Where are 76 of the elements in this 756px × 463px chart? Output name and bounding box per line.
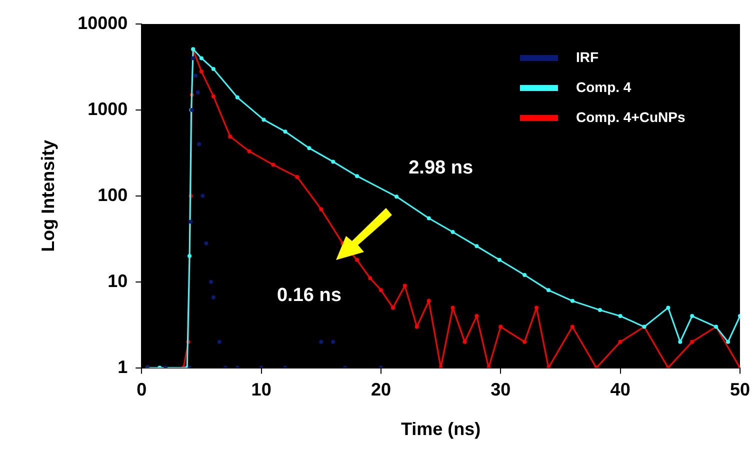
point — [534, 306, 539, 310]
point — [690, 314, 694, 318]
point — [355, 258, 360, 262]
point — [217, 340, 222, 344]
point — [211, 295, 216, 300]
point — [319, 340, 324, 344]
point — [570, 298, 574, 303]
point — [211, 94, 216, 98]
x-tick-label: 0 — [136, 380, 147, 400]
point — [598, 308, 602, 312]
point — [283, 130, 288, 134]
point — [690, 340, 694, 344]
point — [200, 194, 205, 198]
point — [319, 207, 324, 212]
y-tick-label: 100 — [98, 184, 128, 205]
point — [426, 216, 431, 220]
x-tick-label: 50 — [730, 380, 750, 400]
x-tick-label: 30 — [490, 380, 511, 400]
point — [197, 142, 202, 146]
point — [726, 340, 730, 344]
point — [271, 162, 276, 167]
point — [678, 340, 682, 344]
point — [414, 324, 419, 329]
y-tick-label: 10000 — [78, 12, 128, 33]
point — [262, 118, 266, 122]
point — [228, 134, 232, 139]
annotation: 0.16 ns — [276, 284, 342, 306]
point — [199, 56, 204, 60]
x-tick-label: 40 — [610, 380, 630, 400]
point — [390, 306, 395, 310]
point — [194, 74, 198, 78]
point — [191, 56, 196, 60]
x-tick-label: 20 — [370, 380, 392, 400]
point — [522, 340, 527, 344]
point — [570, 324, 574, 329]
point — [402, 284, 407, 288]
legend-label: Comp. 4 — [576, 78, 632, 95]
y-tick-label: 1000 — [88, 98, 128, 119]
point — [378, 288, 383, 292]
point — [199, 70, 204, 74]
point — [498, 324, 503, 329]
x-axis-title: Time (ns) — [400, 419, 481, 440]
annotation: 2.98 ns — [408, 158, 474, 179]
y-axis-title: Log Intensity — [38, 140, 58, 252]
point — [247, 149, 252, 154]
point — [394, 194, 399, 199]
point — [450, 306, 455, 310]
point — [497, 258, 502, 262]
point — [204, 241, 208, 246]
point — [666, 306, 670, 310]
point — [331, 340, 336, 344]
y-tick-label: 1 — [118, 356, 128, 377]
point — [618, 340, 622, 344]
x-tick-label: 10 — [251, 380, 272, 400]
point — [474, 244, 479, 248]
point — [196, 90, 200, 94]
point — [522, 273, 527, 278]
point — [235, 95, 240, 100]
point — [188, 220, 193, 224]
point — [331, 160, 336, 164]
point — [462, 340, 467, 344]
legend-label: Comp. 4+CuNPs — [576, 108, 686, 125]
point — [450, 230, 455, 234]
point — [618, 314, 622, 318]
point — [295, 174, 300, 179]
point — [355, 174, 360, 178]
legend-label: IRF — [576, 48, 599, 65]
point — [211, 66, 216, 71]
point — [307, 146, 312, 150]
point — [546, 288, 551, 292]
y-tick-label: 10 — [108, 270, 128, 291]
point — [209, 280, 214, 284]
point — [474, 314, 479, 318]
point — [368, 276, 372, 280]
point — [188, 254, 192, 258]
point — [426, 298, 431, 303]
